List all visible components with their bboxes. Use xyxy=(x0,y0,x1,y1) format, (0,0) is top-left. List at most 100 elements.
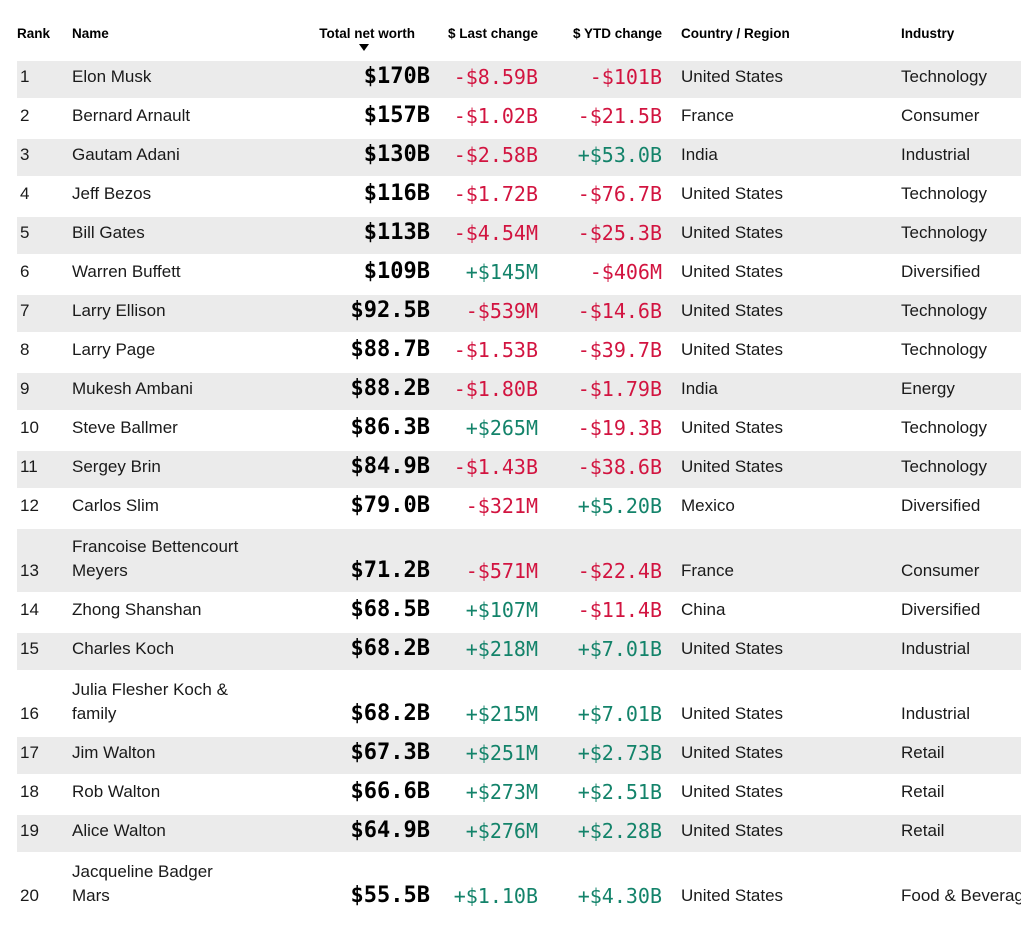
net-worth-cell: $71.2B xyxy=(300,529,430,594)
last-change-cell: -$4.54M xyxy=(430,217,538,256)
table-row[interactable]: 13 Francoise Bettencourt Meyers $71.2B -… xyxy=(17,529,1021,594)
ytd-change-cell: -$406M xyxy=(538,256,662,295)
name-cell[interactable]: Mukesh Ambani xyxy=(72,373,300,412)
industry-cell: Technology xyxy=(901,451,1021,490)
industry-cell: Diversified xyxy=(901,594,1021,633)
ytd-change-cell: +$7.01B xyxy=(538,672,662,737)
name-cell[interactable]: Jim Walton xyxy=(72,737,300,776)
table-row[interactable]: 12 Carlos Slim $79.0B -$321M +$5.20B Mex… xyxy=(17,490,1021,529)
name-cell[interactable]: Zhong Shanshan xyxy=(72,594,300,633)
rank-cell: 15 xyxy=(17,633,72,672)
ytd-change-cell: -$76.7B xyxy=(538,178,662,217)
country-cell: France xyxy=(662,100,901,139)
net-worth-cell: $84.9B xyxy=(300,451,430,490)
name-cell[interactable]: Carlos Slim xyxy=(72,490,300,529)
net-worth-cell: $67.3B xyxy=(300,737,430,776)
name-cell[interactable]: Charles Koch xyxy=(72,633,300,672)
table-row[interactable]: 15 Charles Koch $68.2B +$218M +$7.01B Un… xyxy=(17,633,1021,672)
country-cell: France xyxy=(662,529,901,594)
table-row[interactable]: 11 Sergey Brin $84.9B -$1.43B -$38.6B Un… xyxy=(17,451,1021,490)
column-header-last-change[interactable]: $ Last change xyxy=(447,26,538,41)
rank-cell: 5 xyxy=(17,217,72,256)
rank-cell: 10 xyxy=(17,412,72,451)
table-row[interactable]: 18 Rob Walton $66.6B +$273M +$2.51B Unit… xyxy=(17,776,1021,815)
name-cell[interactable]: Sergey Brin xyxy=(72,451,300,490)
net-worth-cell: $88.7B xyxy=(300,334,430,373)
rank-cell: 2 xyxy=(17,100,72,139)
country-cell: India xyxy=(662,139,901,178)
table-header: Rank Name Total net worth $ Last change … xyxy=(17,0,1021,61)
rank-cell: 20 xyxy=(17,854,72,919)
table-row[interactable]: 14 Zhong Shanshan $68.5B +$107M -$11.4B … xyxy=(17,594,1021,633)
table-row[interactable]: 9 Mukesh Ambani $88.2B -$1.80B -$1.79B I… xyxy=(17,373,1021,412)
name-cell[interactable]: Elon Musk xyxy=(72,61,300,100)
country-cell: United States xyxy=(662,334,901,373)
country-cell: United States xyxy=(662,633,901,672)
country-cell: Mexico xyxy=(662,490,901,529)
name-cell[interactable]: Bill Gates xyxy=(72,217,300,256)
name-cell[interactable]: Jacqueline Badger Mars xyxy=(72,854,300,919)
name-cell[interactable]: Bernard Arnault xyxy=(72,100,300,139)
industry-cell: Industrial xyxy=(901,633,1021,672)
table-row[interactable]: 17 Jim Walton $67.3B +$251M +$2.73B Unit… xyxy=(17,737,1021,776)
last-change-cell: +$1.10B xyxy=(430,854,538,919)
table-row[interactable]: 19 Alice Walton $64.9B +$276M +$2.28B Un… xyxy=(17,815,1021,854)
column-header-country[interactable]: Country / Region xyxy=(681,26,790,41)
table-row[interactable]: 16 Julia Flesher Koch & family $68.2B +$… xyxy=(17,672,1021,737)
table-row[interactable]: 20 Jacqueline Badger Mars $55.5B +$1.10B… xyxy=(17,854,1021,919)
name-cell[interactable]: Larry Ellison xyxy=(72,295,300,334)
industry-cell: Consumer xyxy=(901,529,1021,594)
last-change-cell: -$539M xyxy=(430,295,538,334)
column-header-name[interactable]: Name xyxy=(72,26,109,41)
column-header-ytd-change[interactable]: $ YTD change xyxy=(572,26,662,41)
ytd-change-cell: -$101B xyxy=(538,61,662,100)
ytd-change-cell: -$11.4B xyxy=(538,594,662,633)
rank-cell: 19 xyxy=(17,815,72,854)
name-cell[interactable]: Gautam Adani xyxy=(72,139,300,178)
table-row[interactable]: 7 Larry Ellison $92.5B -$539M -$14.6B Un… xyxy=(17,295,1021,334)
net-worth-cell: $66.6B xyxy=(300,776,430,815)
last-change-cell: -$1.02B xyxy=(430,100,538,139)
ytd-change-cell: -$19.3B xyxy=(538,412,662,451)
table-row[interactable]: 4 Jeff Bezos $116B -$1.72B -$76.7B Unite… xyxy=(17,178,1021,217)
column-header-net-worth[interactable]: Total net worth xyxy=(300,0,430,61)
table-row[interactable]: 6 Warren Buffett $109B +$145M -$406M Uni… xyxy=(17,256,1021,295)
table-row[interactable]: 1 Elon Musk $170B -$8.59B -$101B United … xyxy=(17,61,1021,100)
table-row[interactable]: 8 Larry Page $88.7B -$1.53B -$39.7B Unit… xyxy=(17,334,1021,373)
country-cell: United States xyxy=(662,854,901,919)
name-cell[interactable]: Jeff Bezos xyxy=(72,178,300,217)
ytd-change-cell: -$1.79B xyxy=(538,373,662,412)
name-cell[interactable]: Larry Page xyxy=(72,334,300,373)
ytd-change-cell: +$53.0B xyxy=(538,139,662,178)
table-row[interactable]: 3 Gautam Adani $130B -$2.58B +$53.0B Ind… xyxy=(17,139,1021,178)
ytd-change-cell: -$21.5B xyxy=(538,100,662,139)
rank-cell: 7 xyxy=(17,295,72,334)
name-cell[interactable]: Steve Ballmer xyxy=(72,412,300,451)
ytd-change-cell: +$2.28B xyxy=(538,815,662,854)
last-change-cell: +$273M xyxy=(430,776,538,815)
country-cell: India xyxy=(662,373,901,412)
table-row[interactable]: 10 Steve Ballmer $86.3B +$265M -$19.3B U… xyxy=(17,412,1021,451)
industry-cell: Technology xyxy=(901,334,1021,373)
column-header-rank[interactable]: Rank xyxy=(17,26,51,41)
table-row[interactable]: 2 Bernard Arnault $157B -$1.02B -$21.5B … xyxy=(17,100,1021,139)
net-worth-cell: $55.5B xyxy=(300,854,430,919)
name-cell[interactable]: Francoise Bettencourt Meyers xyxy=(72,529,300,594)
last-change-cell: -$571M xyxy=(430,529,538,594)
rank-cell: 13 xyxy=(17,529,72,594)
name-cell[interactable]: Alice Walton xyxy=(72,815,300,854)
net-worth-cell: $92.5B xyxy=(300,295,430,334)
country-cell: United States xyxy=(662,295,901,334)
net-worth-cell: $116B xyxy=(300,178,430,217)
last-change-cell: +$276M xyxy=(430,815,538,854)
table-row[interactable]: 5 Bill Gates $113B -$4.54M -$25.3B Unite… xyxy=(17,217,1021,256)
name-cell[interactable]: Julia Flesher Koch & family xyxy=(72,672,300,737)
name-cell[interactable]: Rob Walton xyxy=(72,776,300,815)
ytd-change-cell: +$2.51B xyxy=(538,776,662,815)
last-change-cell: -$1.43B xyxy=(430,451,538,490)
last-change-cell: +$145M xyxy=(430,256,538,295)
industry-cell: Retail xyxy=(901,815,1021,854)
column-header-industry[interactable]: Industry xyxy=(901,26,955,41)
name-cell[interactable]: Warren Buffett xyxy=(72,256,300,295)
net-worth-cell: $157B xyxy=(300,100,430,139)
